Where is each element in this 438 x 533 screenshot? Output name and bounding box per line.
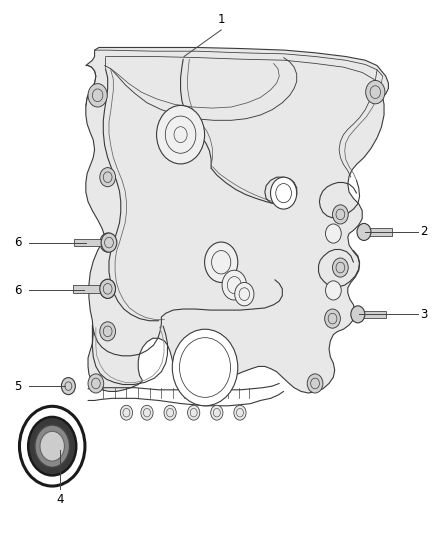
Circle shape (88, 84, 107, 107)
Text: 1: 1 (217, 13, 225, 26)
Circle shape (28, 417, 76, 475)
Circle shape (205, 242, 238, 282)
Polygon shape (74, 239, 109, 246)
Circle shape (325, 224, 341, 243)
Circle shape (332, 258, 348, 277)
Circle shape (187, 405, 200, 420)
Circle shape (366, 80, 385, 104)
Circle shape (141, 405, 153, 420)
Polygon shape (364, 228, 392, 236)
Circle shape (235, 282, 254, 306)
Polygon shape (73, 285, 108, 293)
Circle shape (332, 205, 348, 224)
Circle shape (35, 425, 70, 467)
Circle shape (100, 233, 116, 252)
Circle shape (88, 374, 104, 393)
Circle shape (211, 405, 223, 420)
Circle shape (271, 177, 297, 209)
Circle shape (61, 377, 75, 394)
Circle shape (156, 106, 205, 164)
Circle shape (101, 233, 117, 252)
Circle shape (351, 306, 365, 323)
Circle shape (120, 405, 133, 420)
Circle shape (325, 281, 341, 300)
Circle shape (100, 279, 116, 298)
Circle shape (164, 405, 176, 420)
Polygon shape (86, 47, 389, 393)
Text: 4: 4 (56, 493, 64, 506)
Circle shape (357, 223, 371, 240)
Circle shape (100, 167, 116, 187)
Circle shape (100, 322, 116, 341)
Circle shape (234, 405, 246, 420)
Text: 5: 5 (14, 379, 22, 393)
Text: 6: 6 (14, 236, 22, 249)
Text: 6: 6 (14, 284, 22, 297)
Text: 2: 2 (420, 225, 428, 238)
Polygon shape (358, 311, 386, 318)
Ellipse shape (180, 337, 230, 398)
Circle shape (325, 309, 340, 328)
Circle shape (100, 279, 116, 298)
Text: 3: 3 (420, 308, 428, 321)
Circle shape (40, 431, 64, 461)
Circle shape (222, 270, 247, 300)
Circle shape (19, 406, 85, 486)
Ellipse shape (172, 329, 238, 406)
Circle shape (307, 374, 323, 393)
